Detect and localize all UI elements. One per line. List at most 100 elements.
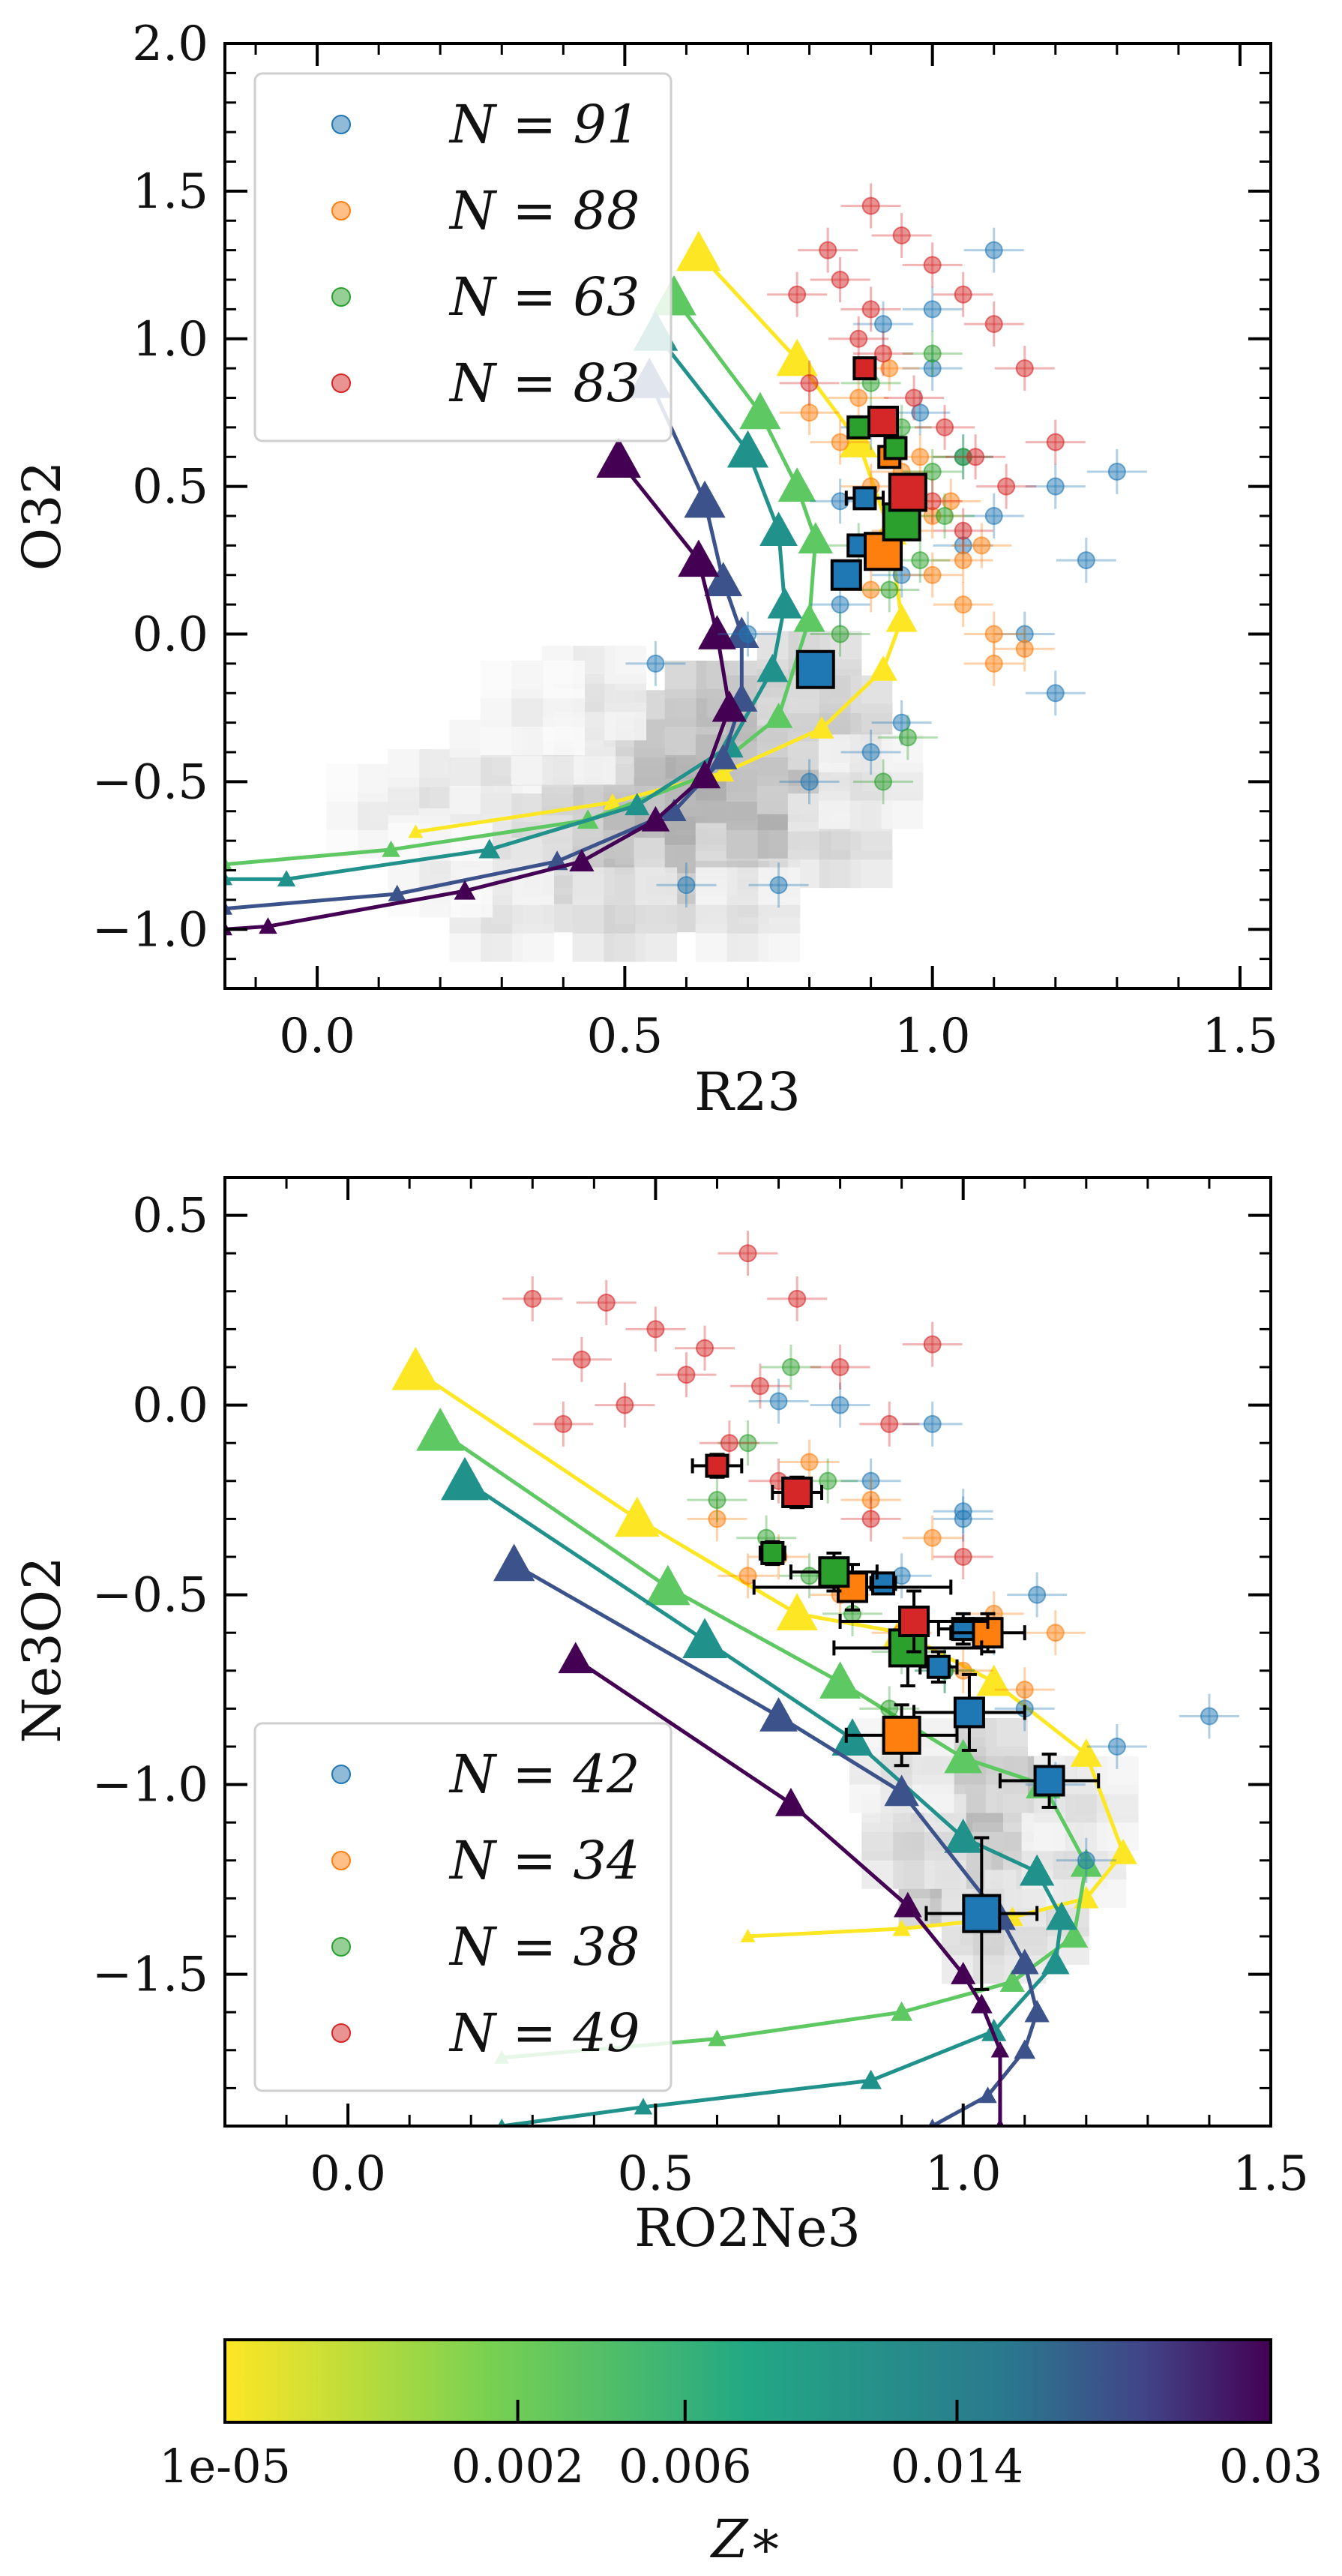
stack-marker [1033,1765,1065,1797]
data-point [1200,1707,1218,1726]
data-point [898,728,917,747]
y-tick-label: 0.5 [132,1189,208,1244]
data-point [1046,1624,1065,1642]
model-track-marker [951,1962,976,1984]
model-track-marker [970,1993,993,2014]
model-track-marker [382,840,400,857]
colorbar-gradient [223,2338,1272,2424]
data-point [892,226,911,244]
density-cell [543,660,586,699]
model-track-marker [225,901,232,915]
data-point [954,1502,972,1521]
model-track-marker [678,539,720,577]
model-track-marker [798,522,833,554]
data-point [880,1414,899,1433]
model-track-marker [793,603,825,632]
model-track-marker [1109,1838,1137,1864]
model-track-marker [777,467,816,502]
data-point [831,625,849,643]
model-track-marker [1041,1948,1070,1975]
data-point [616,1396,634,1414]
model-track-marker [391,1347,440,1390]
data-point [880,580,899,599]
model-track-marker [776,338,818,376]
model-track-marker [1014,2039,1036,2059]
data-point [861,300,880,319]
model-track-marker [767,586,802,619]
legend-marker [331,2023,351,2043]
data-point [954,595,972,614]
model-track-marker [682,1618,727,1659]
stack-marker [898,1606,930,1638]
model-track-marker [708,744,738,769]
legend-marker [331,201,351,220]
stack-marker [867,406,900,437]
data-point [554,1414,573,1433]
data-point [831,271,849,289]
y-tick-label: 0.0 [132,1378,208,1434]
data-point [1077,1851,1095,1870]
model-track-marker [569,849,595,871]
model-track-marker [558,1642,593,1674]
data-point [984,507,1003,525]
model-track-marker [978,2086,997,2104]
data-point [572,1350,591,1369]
model-track-marker [646,1564,690,1606]
model-track-marker [698,615,736,649]
model-track-marker [928,2119,937,2126]
data-point [849,388,868,407]
colorbar-tick-label: 0.002 [451,2439,585,2494]
data-point [769,1392,788,1411]
legend-label: N = 88 [448,180,640,241]
y-tick-label: 0.0 [132,607,208,663]
model-track-marker [277,870,296,887]
data-point [861,580,880,599]
model-track-marker [976,1664,1011,1696]
model-track-marker [1070,1738,1102,1767]
y-tick-label: −1.5 [92,1948,208,2003]
y-tick-label: 0.5 [132,460,208,515]
data-point [831,492,849,511]
legend-label: N = 91 [448,94,640,155]
colorbar-tick-label: 0.03 [1219,2439,1323,2494]
stack-marker [781,1476,813,1508]
model-track-marker [1019,1854,1055,1886]
data-point [800,373,819,392]
data-point [966,448,985,466]
data-point [831,1358,849,1376]
legend-marker [331,287,351,307]
data-point [911,448,930,466]
data-point [1077,551,1095,570]
stack-marker [818,1556,850,1588]
model-track-marker [996,2119,1005,2126]
model-track-marker [776,1593,818,1630]
model-track-marker [641,805,670,832]
model-track-marker [1059,1922,1089,1948]
x-tick-label: 0.0 [279,1009,355,1064]
model-track-marker [493,1543,535,1582]
data-point [750,1377,769,1396]
data-point [781,1358,800,1376]
model-track-marker [764,702,793,728]
stack-marker [926,1654,951,1679]
legend-label: N = 38 [448,1916,640,1978]
density-cell [635,867,678,905]
density-cell [604,646,647,684]
data-point [1015,1681,1034,1699]
data-point [831,1396,849,1414]
data-point [1046,684,1065,703]
legend-marker [331,115,351,134]
model-track-marker [441,1456,490,1501]
x-tick-label: 1.5 [1202,1009,1278,1064]
top-axis-ticks: 0.0 0.5 1.0 1.5 −1.0 −0.5 0.0 0.5 1.0 1.5 2.0 [92,16,1278,1064]
model-track-marker [614,1496,660,1537]
model-track-marker [990,2041,1010,2058]
data-point [800,1453,819,1471]
top-scatter-points [625,183,1147,908]
model-track-marker [999,1969,1025,1992]
top-legend: N = 91 N = 88 N = 63 N = 83 [253,72,672,442]
model-track-marker [869,655,897,681]
model-track-marker [759,1697,798,1732]
data-point [861,1471,880,1490]
model-track-marker [839,423,878,457]
